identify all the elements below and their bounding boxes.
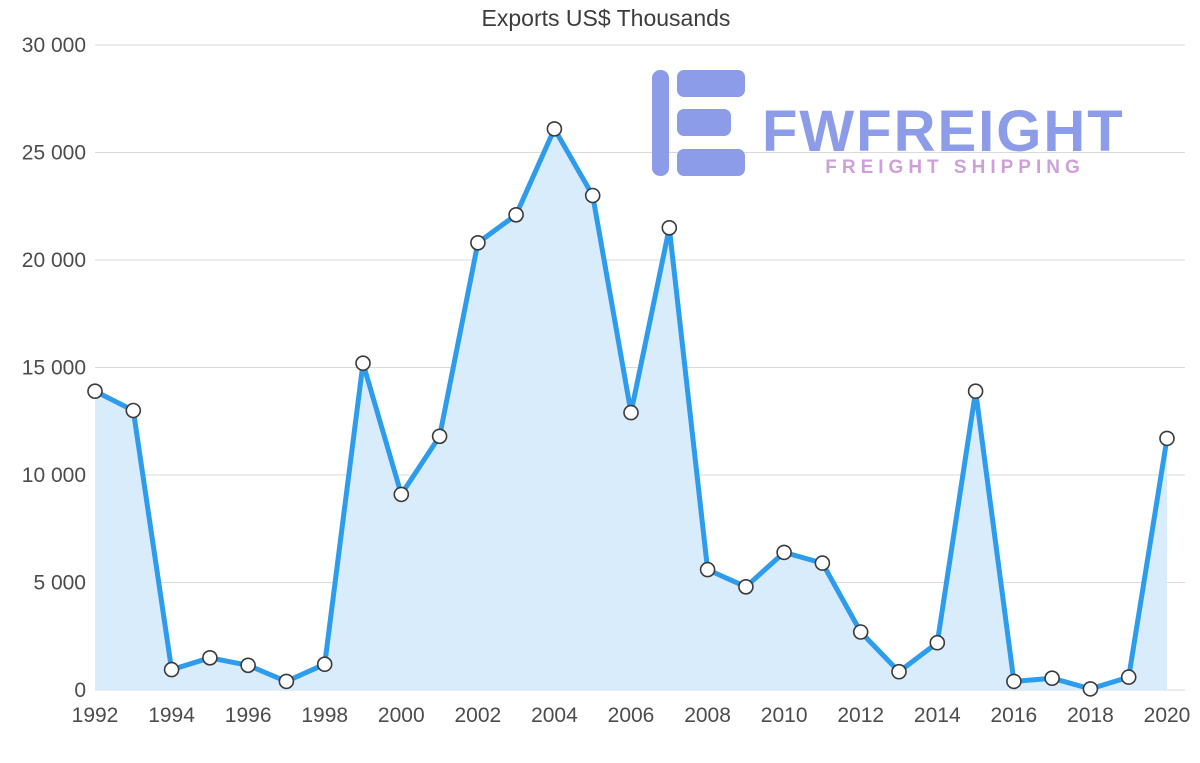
data-point-markers — [87, 121, 1175, 697]
logo-text: FWFREIGHT — [762, 99, 1125, 164]
data-point-1996 — [240, 657, 256, 674]
data-point-2008 — [699, 561, 716, 578]
logo-icon-bar-top — [677, 70, 745, 97]
x-axis-label: 2016 — [990, 704, 1037, 727]
data-point-2000 — [393, 486, 410, 503]
x-axis-label: 2000 — [378, 704, 425, 727]
fwfreight-logo: FWFREIGHT FREIGHT SHIPPING — [652, 70, 1125, 178]
data-point-2014 — [929, 634, 946, 651]
data-point-2004 — [546, 121, 563, 137]
fwfreight-logo-icon — [652, 70, 745, 176]
x-axis-label: 2020 — [1144, 704, 1191, 727]
data-point-2013 — [891, 663, 907, 680]
data-point-1999 — [355, 355, 371, 372]
x-axis-label: 2002 — [454, 704, 501, 727]
y-axis-label: 25 000 — [22, 142, 86, 165]
y-axis-label: 10 000 — [22, 464, 86, 487]
data-point-2007 — [661, 220, 678, 236]
x-axis-label: 2006 — [608, 704, 655, 727]
data-point-2018 — [1082, 681, 1099, 697]
y-axis-label: 30 000 — [22, 34, 86, 57]
y-axis-label: 5 000 — [33, 572, 86, 595]
x-axis-label: 1998 — [301, 704, 348, 727]
data-point-1994 — [163, 661, 180, 678]
x-axis-label: 2004 — [531, 704, 578, 727]
data-point-2020 — [1159, 430, 1175, 447]
x-axis-label: 1996 — [225, 704, 272, 727]
data-point-1992 — [87, 383, 103, 400]
x-axis-label: 1992 — [72, 704, 119, 727]
data-point-2019 — [1120, 669, 1137, 685]
data-point-2017 — [1044, 670, 1060, 687]
data-point-2003 — [508, 207, 524, 223]
data-point-1997 — [278, 673, 295, 690]
x-axis-label: 2012 — [837, 704, 884, 727]
x-axis-labels: 1992 1994 1996 1998 2000 2002 2004 2006 2008 2010… — [72, 704, 1191, 727]
logo-icon-bar-bottom — [677, 149, 745, 176]
data-point-2009 — [738, 578, 754, 595]
logo-icon-bar-middle — [677, 109, 731, 136]
data-point-1995 — [202, 649, 218, 666]
data-point-2015 — [967, 383, 984, 400]
y-axis-label: 15 000 — [22, 357, 86, 380]
x-axis-label: 1994 — [148, 704, 195, 727]
data-point-2001 — [431, 428, 448, 445]
x-axis-label: 2014 — [914, 704, 961, 727]
area-fill — [95, 128, 1167, 690]
data-point-2006 — [623, 404, 639, 421]
data-point-2010 — [776, 544, 792, 561]
y-axis-label: 0 — [74, 679, 86, 702]
chart-title: Exports US$ Thousands — [482, 5, 731, 31]
data-point-1998 — [316, 656, 333, 673]
data-point-2011 — [814, 555, 831, 571]
data-point-2016 — [1006, 673, 1022, 690]
logo-tagline: FREIGHT SHIPPING — [825, 157, 1084, 178]
y-axis-labels: 0 5 000 10 000 15 000 20 000 25 000 30 000 — [22, 34, 86, 702]
x-axis-label: 2018 — [1067, 704, 1114, 727]
data-point-1993 — [125, 402, 142, 419]
y-axis-label: 20 000 — [22, 249, 86, 272]
data-point-2002 — [470, 235, 486, 251]
data-point-2005 — [584, 187, 601, 204]
x-axis-label: 2008 — [684, 704, 731, 727]
x-axis-label: 2010 — [761, 704, 808, 727]
data-point-2012 — [852, 624, 869, 640]
logo-icon-bar-left — [652, 70, 669, 176]
